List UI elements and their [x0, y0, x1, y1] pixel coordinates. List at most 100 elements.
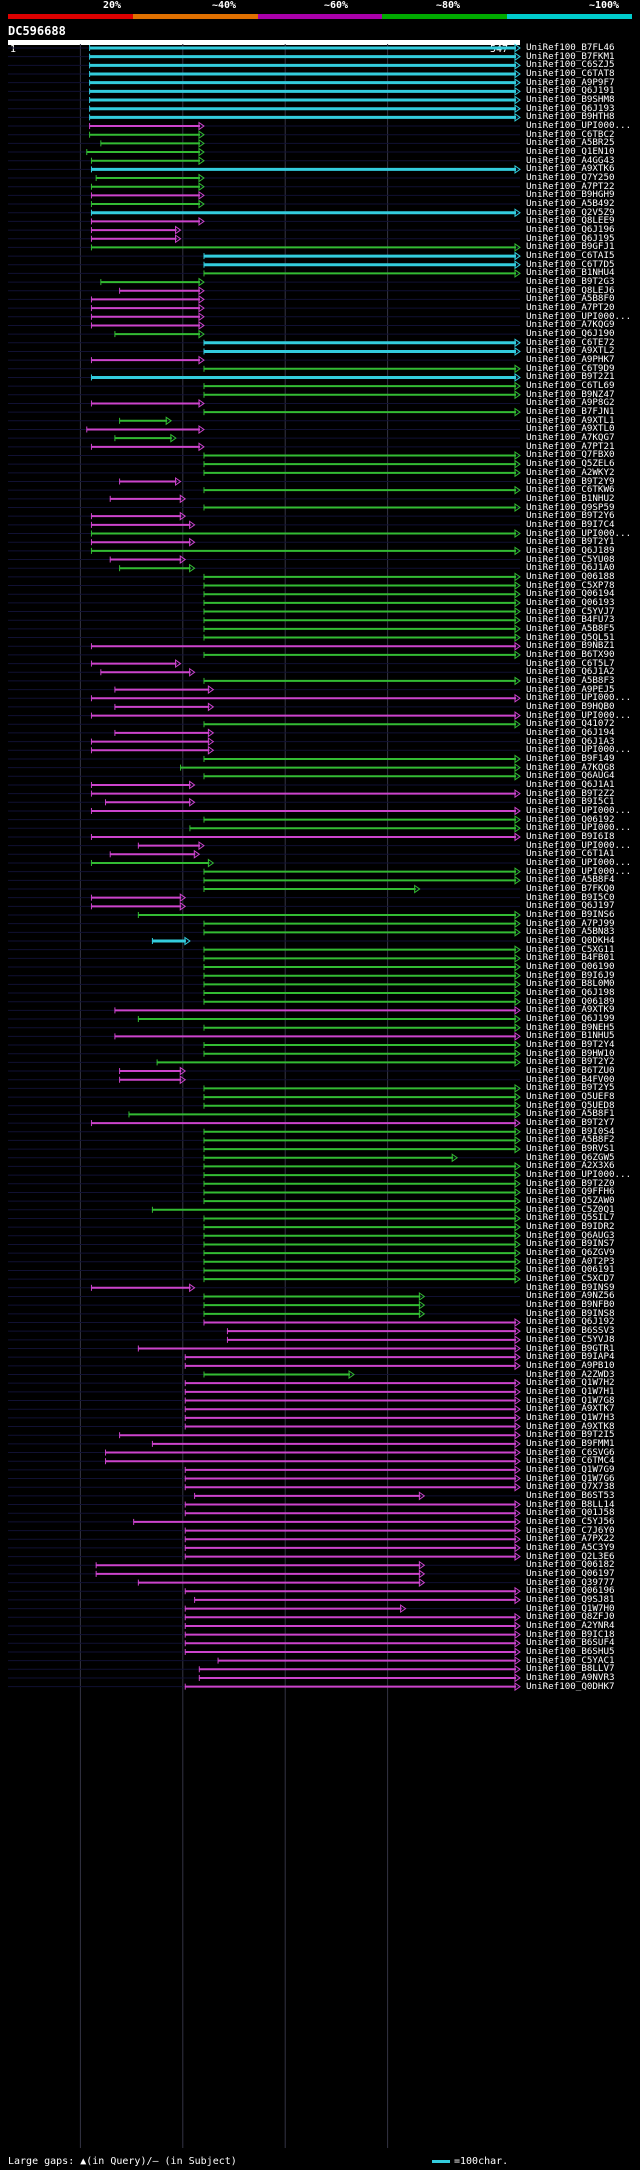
hit-label-link[interactable]: UniRef100_Q8ZFJ0	[526, 1611, 615, 1623]
hit-label-link[interactable]: UniRef100_Q8LEJ6	[526, 284, 615, 296]
hit-label-link[interactable]: UniRef100_Q6J199	[526, 1013, 615, 1025]
hit-label-link[interactable]: UniRef100_A5B8F5	[526, 622, 615, 634]
hit-label-link[interactable]: UniRef100_C6TKW6	[526, 484, 615, 496]
hit-label-link[interactable]: UniRef100_A7KQG9	[526, 319, 615, 331]
hit-label-link[interactable]: UniRef100_B7FJN1	[526, 406, 615, 418]
hit-label-link[interactable]: UniRef100_B9INS8	[526, 1307, 615, 1319]
hit-label-link[interactable]: UniRef100_Q06191	[526, 1264, 615, 1276]
hit-label-link[interactable]: UniRef100_B9T2Y7	[526, 1117, 615, 1129]
hit-label-link[interactable]: UniRef100_B9FMM1	[526, 1437, 615, 1449]
hit-label-link[interactable]: UniRef100_A5BN83	[526, 926, 615, 938]
hit-label-link[interactable]: UniRef100_C6TAI5	[526, 250, 615, 262]
hit-label-link[interactable]: UniRef100_B4FB01	[526, 952, 615, 964]
hit-label-link[interactable]: UniRef100_Q6J1A1	[526, 778, 615, 790]
hit-label-link[interactable]: UniRef100_B4FV00	[526, 1073, 615, 1085]
hit-label-link[interactable]: UniRef100_Q1W7H2	[526, 1377, 615, 1389]
hit-label-link[interactable]: UniRef100_B9T2G3	[526, 276, 615, 288]
hit-label-link[interactable]: UniRef100_Q01J58	[526, 1507, 615, 1519]
hit-label-link[interactable]: UniRef100_Q2V5Z9	[526, 206, 615, 218]
hit-label-link[interactable]: UniRef100_UPI000...	[526, 527, 632, 539]
hit-label-link[interactable]: UniRef100_A5B8F4	[526, 874, 615, 886]
hit-label-link[interactable]: UniRef100_C6T7D5	[526, 258, 615, 270]
hit-label-link[interactable]: UniRef100_B9IAP4	[526, 1351, 615, 1363]
hit-label-link[interactable]: UniRef100_Q06197	[526, 1567, 615, 1579]
hit-label-link[interactable]: UniRef100_A5B8F3	[526, 674, 615, 686]
hit-label-link[interactable]: UniRef100_B9T2Z2	[526, 787, 615, 799]
hit-label-link[interactable]: UniRef100_A4GG43	[526, 154, 615, 166]
hit-label-link[interactable]: UniRef100_C6T9D9	[526, 362, 615, 374]
hit-label-link[interactable]: UniRef100_Q2L3E6	[526, 1550, 615, 1562]
hit-label-link[interactable]: UniRef100_A9NZ56	[526, 1290, 615, 1302]
hit-label-link[interactable]: UniRef100_A5B8F2	[526, 1134, 615, 1146]
hit-label-link[interactable]: UniRef100_UPI000...	[526, 1169, 632, 1181]
hit-label-link[interactable]: UniRef100_B9I5C1	[526, 796, 615, 808]
hit-label-link[interactable]: UniRef100_C5XP78	[526, 579, 615, 591]
hit-label-link[interactable]: UniRef100_C7J6Y0	[526, 1524, 615, 1536]
hit-label-link[interactable]: UniRef100_A9XTL2	[526, 345, 615, 357]
hit-label-link[interactable]: UniRef100_Q6ZGV9	[526, 1247, 615, 1259]
hit-label-link[interactable]: UniRef100_B9T2Y9	[526, 475, 615, 487]
hit-label-link[interactable]: UniRef100_UPI000...	[526, 709, 632, 721]
hit-label-link[interactable]: UniRef100_A5BR25	[526, 137, 615, 149]
hit-label-link[interactable]: UniRef100_Q06196	[526, 1585, 615, 1597]
hit-label-link[interactable]: UniRef100_Q5ZEL6	[526, 458, 615, 470]
hit-label-link[interactable]: UniRef100_B7FL46	[526, 42, 615, 53]
hit-label-link[interactable]: UniRef100_A5B8F1	[526, 1108, 615, 1120]
hit-label-link[interactable]: UniRef100_B1NHU5	[526, 1030, 615, 1042]
hit-label-link[interactable]: UniRef100_Q5QL51	[526, 631, 615, 643]
hit-label-link[interactable]: UniRef100_B6TZU0	[526, 1065, 615, 1077]
hit-label-link[interactable]: UniRef100_Q7FBX0	[526, 449, 615, 461]
hit-label-link[interactable]: UniRef100_A5B8F0	[526, 293, 615, 305]
hit-label-link[interactable]: UniRef100_B9NEH5	[526, 1021, 615, 1033]
hit-label-link[interactable]: UniRef100_Q6J191	[526, 85, 615, 97]
hit-label-link[interactable]: UniRef100_Q6J1A3	[526, 735, 615, 747]
hit-label-link[interactable]: UniRef100_Q06188	[526, 570, 615, 582]
hit-label-link[interactable]: UniRef100_Q06192	[526, 813, 615, 825]
hit-label-link[interactable]: UniRef100_C6TMC4	[526, 1455, 615, 1467]
hit-label-link[interactable]: UniRef100_A9P9F7	[526, 76, 615, 88]
hit-label-link[interactable]: UniRef100_A9PB10	[526, 1359, 615, 1371]
hit-label-link[interactable]: UniRef100_B9T2Z1	[526, 371, 615, 383]
hit-label-link[interactable]: UniRef100_Q9FFH6	[526, 1186, 615, 1198]
hit-label-link[interactable]: UniRef100_B9HGH9	[526, 189, 615, 201]
hit-label-link[interactable]: UniRef100_UPI000...	[526, 744, 632, 756]
hit-label-link[interactable]: UniRef100_Q41072	[526, 718, 615, 730]
hit-label-link[interactable]: UniRef100_C6T5L7	[526, 657, 615, 669]
hit-label-link[interactable]: UniRef100_C5Z0Q1	[526, 1203, 615, 1215]
hit-label-link[interactable]: UniRef100_B9I7C4	[526, 518, 615, 530]
hit-label-link[interactable]: UniRef100_C6SZJ5	[526, 59, 615, 71]
hit-label-link[interactable]: UniRef100_C5YU08	[526, 553, 615, 565]
hit-label-link[interactable]: UniRef100_A7PT20	[526, 302, 615, 314]
hit-label-link[interactable]: UniRef100_Q7Y250	[526, 172, 615, 184]
hit-label-link[interactable]: UniRef100_A9PHK7	[526, 354, 615, 366]
hit-label-link[interactable]: UniRef100_A2WKY2	[526, 466, 615, 478]
hit-label-link[interactable]: UniRef100_Q1W7H0	[526, 1602, 615, 1614]
hit-label-link[interactable]: UniRef100_UPI000...	[526, 692, 632, 704]
hit-label-link[interactable]: UniRef100_Q5UED8	[526, 1099, 615, 1111]
hit-label-link[interactable]: UniRef100_A7PX22	[526, 1533, 615, 1545]
hit-label-link[interactable]: UniRef100_Q6AUG3	[526, 1229, 615, 1241]
hit-label-link[interactable]: UniRef100_Q6ZGW5	[526, 1151, 615, 1163]
hit-label-link[interactable]: UniRef100_C5XG11	[526, 943, 615, 955]
hit-label-link[interactable]: UniRef100_B9T2Y2	[526, 1056, 615, 1068]
hit-label-link[interactable]: UniRef100_B9GFJ1	[526, 241, 615, 253]
hit-label-link[interactable]: UniRef100_B9F149	[526, 752, 615, 764]
hit-label-link[interactable]: UniRef100_A9PEJ5	[526, 683, 615, 695]
hit-label-link[interactable]: UniRef100_B9GTR1	[526, 1342, 615, 1354]
hit-label-link[interactable]: UniRef100_B6SSV3	[526, 1325, 615, 1337]
hit-label-link[interactable]: UniRef100_B9T2Y1	[526, 536, 615, 548]
hit-label-link[interactable]: UniRef100_Q6J198	[526, 987, 615, 999]
hit-label-link[interactable]: UniRef100_B9HW10	[526, 1047, 615, 1059]
hit-label-link[interactable]: UniRef100_Q8LEE9	[526, 215, 615, 227]
hit-label-link[interactable]: UniRef100_UPI000...	[526, 839, 632, 851]
hit-label-link[interactable]: UniRef100_B8LL14	[526, 1498, 615, 1510]
hit-label-link[interactable]: UniRef100_C5YJ56	[526, 1515, 615, 1527]
hit-label-link[interactable]: UniRef100_Q9SJ81	[526, 1593, 615, 1605]
hit-label-link[interactable]: UniRef100_C6SVG6	[526, 1446, 615, 1458]
hit-label-link[interactable]: UniRef100_B9NZ47	[526, 388, 615, 400]
hit-label-link[interactable]: UniRef100_A0T2P3	[526, 1255, 615, 1267]
hit-label-link[interactable]: UniRef100_A9P8G2	[526, 397, 615, 409]
hit-label-link[interactable]: UniRef100_B6TX90	[526, 648, 615, 660]
hit-label-link[interactable]: UniRef100_A5C3Y9	[526, 1541, 615, 1553]
hit-label-link[interactable]: UniRef100_B9I6I8	[526, 830, 615, 842]
